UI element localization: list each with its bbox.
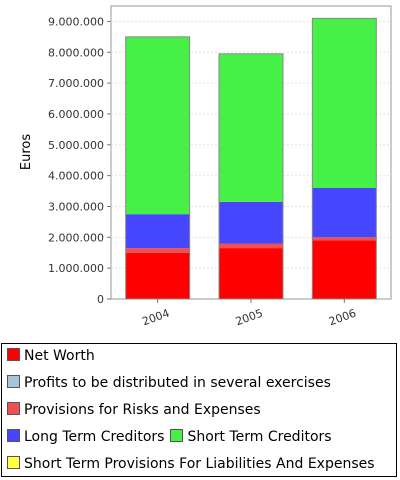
x-axis-ticks: 2004 2005 2006 <box>140 299 358 329</box>
legend: Net Worth Profits to be distributed in se… <box>1 343 397 477</box>
bar-segment <box>219 201 283 244</box>
legend-item: Profits to be distributed in several exe… <box>7 374 331 392</box>
y-tick-label: 2.000.000 <box>48 231 104 244</box>
bar-segment <box>125 252 190 299</box>
bar-segment <box>125 214 190 249</box>
legend-row: Long Term Creditors Short Term Creditors <box>7 428 338 446</box>
legend-row: Net Worth <box>7 347 101 365</box>
legend-item: Short Term Provisions For Liabilities An… <box>7 455 375 473</box>
legend-row: Short Term Provisions For Liabilities An… <box>7 455 381 473</box>
y-tick-label: 6.000.000 <box>48 108 104 121</box>
legend-swatch <box>7 348 20 361</box>
y-tick-label: 7.000.000 <box>48 77 104 90</box>
x-tick-label: 2006 <box>327 307 358 329</box>
y-axis-ticks: 0 1.000.000 2.000.000 3.000.000 4.000.000 5.0… <box>48 15 111 306</box>
y-tick-label: 0 <box>97 293 104 306</box>
y-tick-label: 5.000.000 <box>48 139 104 152</box>
legend-row: Profits to be distributed in several exe… <box>7 374 337 392</box>
legend-label: Short Term Creditors <box>187 429 332 445</box>
legend-swatch <box>7 429 20 442</box>
x-tick-label: 2005 <box>234 307 265 329</box>
bar-segment <box>312 18 377 188</box>
bar-segment <box>219 53 283 202</box>
bars <box>125 17 377 300</box>
bar-segment <box>312 187 377 238</box>
y-axis-title: Euros <box>19 134 34 170</box>
legend-label: Provisions for Risks and Expenses <box>24 402 261 418</box>
legend-label: Short Term Provisions For Liabilities An… <box>24 456 375 472</box>
legend-label: Long Term Creditors <box>24 429 165 445</box>
legend-swatch <box>7 456 20 469</box>
stacked-bar-chart: 0 1.000.000 2.000.000 3.000.000 4.000.000 5.0… <box>19 5 392 329</box>
legend-item: Long Term Creditors <box>7 428 164 446</box>
x-tick-label: 2004 <box>140 307 171 329</box>
legend-swatch <box>7 375 20 388</box>
legend-item: Short Term Creditors <box>170 428 332 446</box>
y-tick-label: 4.000.000 <box>48 170 104 183</box>
legend-label: Net Worth <box>24 348 95 364</box>
legend-label: Profits to be distributed in several exe… <box>24 375 331 391</box>
bar-segment <box>125 248 190 253</box>
bar-segment <box>219 243 283 249</box>
y-tick-label: 3.000.000 <box>48 200 104 213</box>
bar-segment <box>125 36 190 215</box>
legend-item: Net Worth <box>7 347 95 365</box>
bar-segment <box>312 237 377 241</box>
legend-swatch <box>170 429 184 442</box>
legend-item: Provisions for Risks and Expenses <box>7 401 261 419</box>
legend-row: Provisions for Risks and Expenses <box>7 401 267 419</box>
bar-segment <box>219 248 283 299</box>
y-tick-label: 8.000.000 <box>48 46 104 59</box>
legend-swatch <box>7 402 20 415</box>
y-tick-label: 1.000.000 <box>48 262 104 275</box>
y-tick-label: 9.000.000 <box>48 15 104 28</box>
bar-segment <box>312 240 377 299</box>
